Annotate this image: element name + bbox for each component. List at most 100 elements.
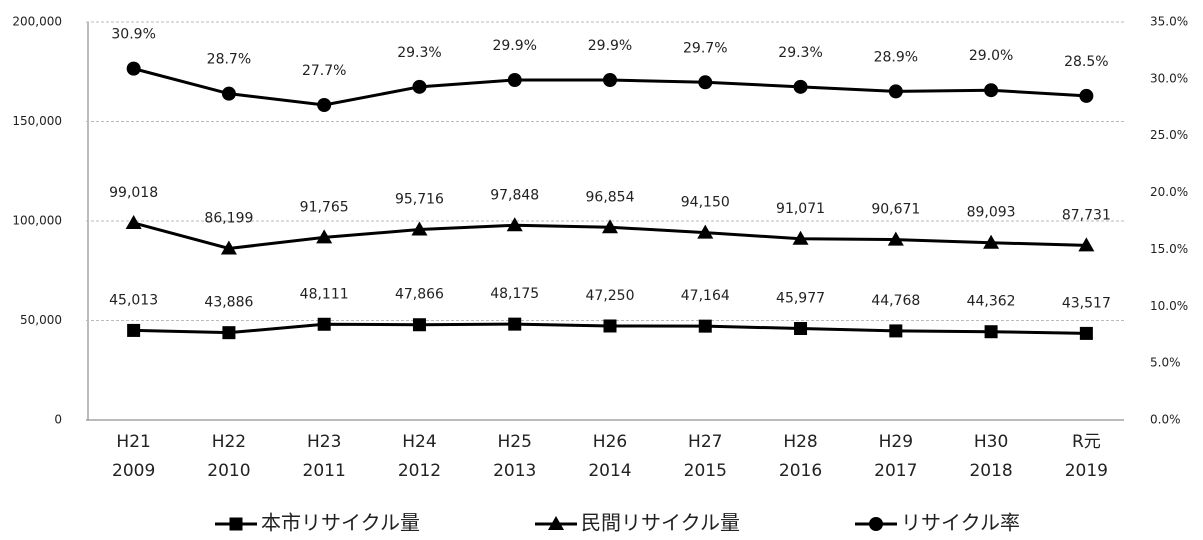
- x-tick-label: R元: [1072, 432, 1101, 452]
- data-label: 47,866: [395, 287, 444, 303]
- data-label: 29.3%: [397, 45, 441, 61]
- marker: [792, 230, 809, 245]
- legend-label: 本市リサイクル量: [261, 511, 420, 535]
- marker: [317, 317, 331, 331]
- y2-tick-label: 10.0%: [1150, 299, 1188, 313]
- data-label: 97,848: [490, 187, 539, 203]
- data-label: 27.7%: [302, 63, 346, 79]
- x-tick-label: 2014: [588, 461, 631, 481]
- marker: [125, 214, 142, 229]
- y-tick-label: 150,000: [12, 114, 62, 128]
- data-label: 47,250: [586, 288, 635, 304]
- data-label: 86,199: [204, 210, 253, 226]
- marker: [983, 234, 1000, 249]
- x-tick-label: 2019: [1065, 461, 1108, 481]
- marker: [794, 322, 808, 336]
- marker: [603, 319, 617, 333]
- x-tick-label: 2017: [874, 461, 917, 481]
- legend-marker: [548, 516, 564, 530]
- x-tick-label: 2009: [112, 461, 155, 481]
- marker: [698, 319, 712, 333]
- data-label: 99,018: [109, 185, 158, 201]
- x-tick-label: H28: [783, 432, 817, 452]
- data-label: 43,886: [204, 295, 253, 311]
- marker: [507, 72, 522, 87]
- marker: [220, 240, 237, 255]
- data-label: 45,013: [109, 292, 158, 308]
- marker: [984, 325, 998, 339]
- x-tick-label: 2012: [398, 461, 441, 481]
- data-label: 43,517: [1062, 295, 1111, 311]
- marker: [411, 221, 428, 236]
- data-label: 28.5%: [1064, 54, 1108, 70]
- data-label: 48,175: [490, 286, 539, 302]
- x-tick-label: 2013: [493, 461, 536, 481]
- marker: [221, 86, 236, 101]
- data-label: 91,765: [300, 199, 349, 215]
- x-tick-label: H21: [116, 432, 150, 452]
- marker: [888, 84, 903, 99]
- data-label: 29.3%: [778, 45, 822, 61]
- marker: [317, 98, 332, 113]
- y-tick-label: 0: [54, 413, 62, 427]
- y2-tick-label: 20.0%: [1150, 185, 1188, 199]
- data-label: 44,768: [871, 293, 920, 309]
- y2-tick-label: 25.0%: [1150, 128, 1188, 142]
- x-tick-label: H24: [402, 432, 436, 452]
- y2-tick-label: 35.0%: [1150, 15, 1188, 29]
- marker: [126, 61, 141, 76]
- marker: [1079, 88, 1094, 103]
- x-tick-label: H29: [879, 432, 913, 452]
- data-label: 29.0%: [969, 48, 1013, 64]
- data-label: 90,671: [871, 202, 920, 218]
- x-tick-label: H30: [974, 432, 1008, 452]
- marker: [412, 318, 426, 332]
- marker: [602, 219, 618, 234]
- y-tick-label: 50,000: [20, 313, 62, 327]
- data-label: 30.9%: [111, 27, 155, 43]
- data-label: 29.9%: [588, 38, 632, 54]
- y-tick-label: 100,000: [12, 214, 62, 228]
- marker: [887, 231, 904, 246]
- x-tick-label: 2018: [969, 461, 1012, 481]
- legend-marker: [869, 517, 883, 531]
- marker: [1078, 237, 1095, 252]
- data-label: 91,071: [776, 201, 825, 217]
- data-label: 29.7%: [683, 40, 727, 56]
- marker: [316, 229, 333, 244]
- y2-tick-label: 0.0%: [1150, 413, 1181, 427]
- marker: [793, 79, 808, 94]
- data-label: 87,731: [1062, 207, 1111, 223]
- marker: [412, 79, 427, 94]
- data-label: 28.7%: [207, 52, 251, 68]
- data-label: 44,362: [967, 294, 1016, 310]
- marker: [889, 324, 903, 338]
- x-tick-label: H25: [498, 432, 532, 452]
- marker: [506, 217, 523, 232]
- data-label: 28.9%: [874, 49, 918, 65]
- data-label: 45,977: [776, 291, 825, 307]
- marker: [1079, 326, 1093, 340]
- legend-label: 民間リサイクル量: [581, 511, 740, 535]
- data-label: 48,111: [300, 286, 349, 302]
- data-label: 94,150: [681, 195, 730, 211]
- marker: [698, 75, 713, 90]
- marker: [222, 326, 236, 340]
- marker: [508, 317, 522, 331]
- data-label: 29.9%: [492, 38, 536, 54]
- x-tick-label: 2015: [684, 461, 727, 481]
- y2-tick-label: 5.0%: [1150, 356, 1181, 370]
- x-tick-label: 2011: [303, 461, 346, 481]
- marker: [603, 72, 617, 87]
- x-tick-label: 2016: [779, 461, 822, 481]
- y-tick-label: 200,000: [12, 15, 62, 29]
- x-tick-label: H26: [593, 432, 627, 452]
- legend-label: リサイクル率: [901, 511, 1020, 535]
- y2-tick-label: 30.0%: [1150, 71, 1188, 85]
- marker: [984, 83, 999, 98]
- x-tick-label: H23: [307, 432, 341, 452]
- data-label: 89,093: [967, 205, 1016, 221]
- legend-marker: [229, 517, 243, 531]
- data-label: 95,716: [395, 192, 444, 208]
